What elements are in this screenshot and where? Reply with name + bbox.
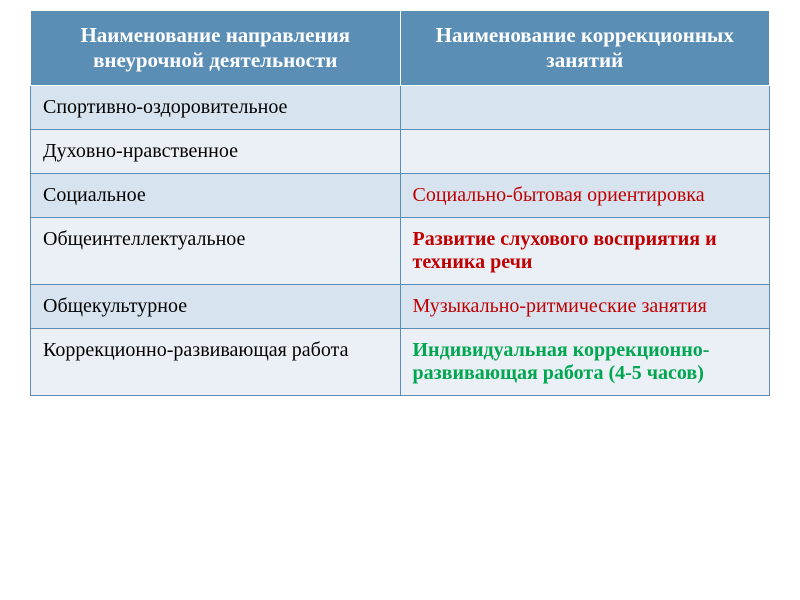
header-correctional: Наименование коррекционных занятий [400,11,770,86]
table-row: Коррекционно-развивающая работа Индивиду… [31,329,770,396]
table-row: Спортивно-оздоровительное [31,86,770,130]
activity-table: Наименование направления внеурочной деят… [30,10,770,396]
cell-correctional [400,86,770,130]
cell-direction: Спортивно-оздоровительное [31,86,401,130]
cell-direction: Общекультурное [31,285,401,329]
cell-correctional: Развитие слухового восприятия и техника … [400,218,770,285]
table-body: Спортивно-оздоровительное Духовно-нравст… [31,86,770,396]
cell-correctional [400,130,770,174]
cell-direction: Социальное [31,174,401,218]
cell-direction: Общеинтеллектуальное [31,218,401,285]
table-row: Социальное Социально-бытовая ориентировк… [31,174,770,218]
table-row: Общеинтеллектуальное Развитие слухового … [31,218,770,285]
cell-direction: Духовно-нравственное [31,130,401,174]
header-direction: Наименование направления внеурочной деят… [31,11,401,86]
table-row: Общекультурное Музыкально-ритмические за… [31,285,770,329]
table-header-row: Наименование направления внеурочной деят… [31,11,770,86]
cell-correctional: Индивидуальная коррекционно-развивающая … [400,329,770,396]
table-row: Духовно-нравственное [31,130,770,174]
cell-correctional: Музыкально-ритмические занятия [400,285,770,329]
cell-correctional: Социально-бытовая ориентировка [400,174,770,218]
cell-direction: Коррекционно-развивающая работа [31,329,401,396]
